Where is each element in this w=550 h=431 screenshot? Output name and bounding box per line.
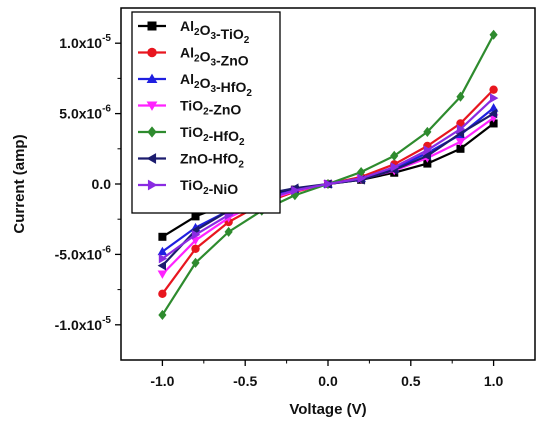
data-point	[224, 226, 233, 237]
legend-item: Al2O3-TiO2	[138, 18, 250, 46]
data-point	[456, 144, 465, 153]
data-point	[157, 260, 166, 271]
legend-label: Al2O3-HfO2	[180, 71, 252, 99]
legend-label: Al2O3-ZnO	[180, 45, 249, 69]
data-point	[489, 85, 498, 94]
legend-swatch-marker	[147, 179, 158, 191]
data-point	[191, 244, 200, 253]
y-tick-label: 1.0x10-5	[59, 33, 111, 51]
legend-label: TiO2-ZnO	[180, 98, 241, 118]
legend-label: TiO2-NiO	[180, 177, 238, 197]
data-point	[456, 124, 466, 134]
legend-swatch-marker	[147, 47, 157, 58]
legend-item: TiO2-NiO	[138, 177, 238, 197]
y-tick-label: 5.0x10-6	[59, 104, 111, 122]
legend-swatch-marker	[147, 21, 157, 31]
legend-swatch-marker	[146, 101, 158, 111]
data-point	[456, 91, 465, 102]
axis-ticks-layer: -1.0 -0.5 0.0 0.5 1.0 -1.0x10-5 -5.0x10-6 0.0 5.…	[55, 33, 504, 389]
data-point	[455, 138, 466, 147]
data-point	[489, 29, 498, 40]
data-point	[191, 257, 200, 268]
data-point	[191, 229, 201, 240]
data-point	[324, 179, 333, 189]
y-axis-label: Current (amp)	[11, 134, 28, 233]
data-point	[422, 151, 431, 161]
legend-label: Al2O3-TiO2	[180, 18, 250, 46]
data-point	[190, 236, 201, 246]
x-axis-label: Voltage (V)	[289, 401, 366, 418]
data-point	[158, 309, 167, 320]
x-tick-label: 1.0	[484, 373, 504, 389]
legend-label: ZnO-HfO2	[180, 151, 244, 171]
data-point	[357, 173, 366, 184]
legend-swatch-marker	[146, 153, 157, 164]
legend-swatch-marker	[146, 73, 158, 84]
legend-swatch-marker	[147, 126, 157, 138]
x-tick-label: 0.5	[401, 373, 421, 389]
plot-frame	[120, 7, 536, 361]
data-point	[423, 126, 432, 137]
legend-item: TiO2-HfO2	[138, 124, 245, 148]
legend-label: TiO2-HfO2	[180, 124, 245, 148]
legend-item: TiO2-ZnO	[138, 98, 241, 118]
x-tick-label: 0.0	[318, 373, 338, 389]
data-point	[488, 108, 498, 119]
y-tick-label: -1.0x10-5	[55, 315, 112, 333]
data-point	[488, 103, 499, 112]
y-tick-label: 0.0	[92, 176, 112, 192]
data-point	[423, 159, 432, 168]
data-point	[158, 289, 167, 299]
data-point	[158, 232, 167, 241]
legend-box	[131, 11, 281, 214]
data-point	[157, 246, 168, 256]
legend-item: Al2O3-ZnO	[138, 45, 249, 69]
y-tick-label: -5.0x10-6	[55, 244, 112, 262]
data-point	[390, 162, 400, 172]
x-tick-label: -0.5	[233, 373, 257, 389]
data-point	[291, 185, 300, 196]
data-point	[158, 253, 168, 264]
legend-item: Al2O3-HfO2	[138, 71, 252, 99]
data-point	[423, 145, 433, 156]
data-point	[489, 119, 498, 128]
data-point	[390, 150, 399, 161]
data-point	[490, 93, 499, 103]
data-point	[191, 212, 200, 221]
x-tick-label: -1.0	[150, 373, 174, 389]
data-point	[157, 270, 168, 279]
legend-item: ZnO-HfO2	[138, 151, 244, 171]
